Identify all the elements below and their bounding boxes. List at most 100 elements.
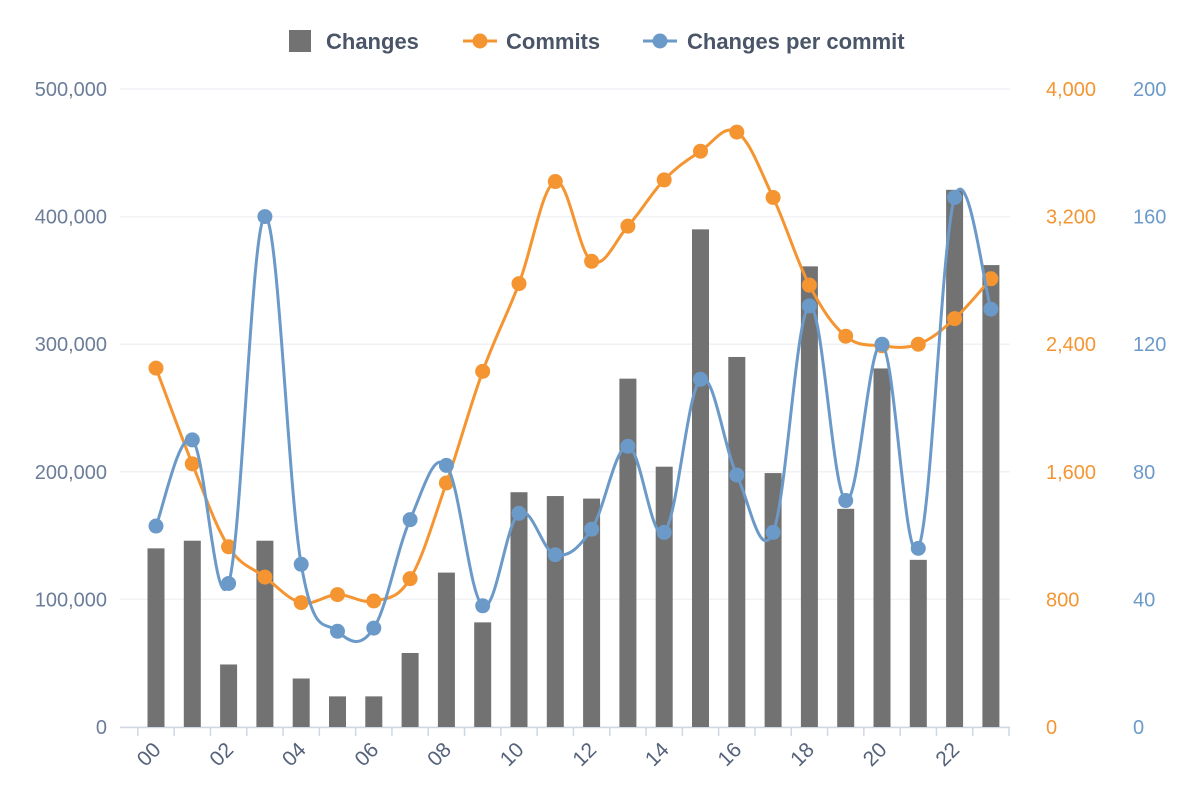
point-commits-23[interactable] <box>983 271 999 287</box>
bar-14[interactable] <box>655 466 673 727</box>
point-changes-per-commit-12[interactable] <box>584 521 600 537</box>
point-commits-00[interactable] <box>148 360 164 376</box>
x-tick-label-06: 06 <box>351 738 384 771</box>
point-changes-per-commit-16[interactable] <box>729 467 745 483</box>
point-commits-14[interactable] <box>656 172 672 188</box>
point-changes-per-commit-00[interactable] <box>148 518 164 534</box>
bar-02[interactable] <box>220 664 238 727</box>
y-tick-left-0: 0 <box>96 717 107 739</box>
y-tick-left-3: 300,000 <box>35 334 107 356</box>
point-changes-per-commit-04[interactable] <box>293 556 309 572</box>
point-commits-19[interactable] <box>838 328 854 344</box>
bar-07[interactable] <box>401 652 419 727</box>
bar-15[interactable] <box>692 229 709 728</box>
legend-marker-changes-per-commit <box>652 33 668 49</box>
point-commits-01[interactable] <box>184 456 200 472</box>
point-commits-06[interactable] <box>366 593 382 609</box>
point-commits-12[interactable] <box>584 253 600 269</box>
point-commits-16[interactable] <box>729 124 745 140</box>
point-commits-07[interactable] <box>402 571 418 587</box>
x-axis <box>120 726 1010 736</box>
legend-item-changes[interactable]: Changes <box>289 29 419 54</box>
bar-12[interactable] <box>583 498 601 727</box>
y-tick-left-2: 200,000 <box>35 462 107 484</box>
bar-18[interactable] <box>800 266 818 727</box>
point-commits-08[interactable] <box>438 475 454 491</box>
y-tick-cpc-3: 120 <box>1133 334 1166 356</box>
bar-19[interactable] <box>837 508 855 727</box>
bar-00[interactable] <box>147 548 165 727</box>
point-changes-per-commit-03[interactable] <box>257 209 273 225</box>
bar-08[interactable] <box>437 572 455 727</box>
point-commits-21[interactable] <box>910 336 926 352</box>
point-changes-per-commit-02[interactable] <box>221 575 237 591</box>
point-commits-10[interactable] <box>511 276 527 292</box>
point-changes-per-commit-07[interactable] <box>402 512 418 528</box>
bar-06[interactable] <box>365 696 383 727</box>
bar-11[interactable] <box>546 496 564 727</box>
point-commits-18[interactable] <box>801 277 817 293</box>
bar-23[interactable] <box>982 265 1000 727</box>
legend-marker-commits <box>472 33 488 49</box>
y-tick-commits-4: 3,200 <box>1046 207 1096 229</box>
x-tick-label-10: 10 <box>496 738 529 771</box>
legend-item-changes-per-commit[interactable]: Changes per commit <box>643 29 905 54</box>
point-changes-per-commit-08[interactable] <box>438 457 454 473</box>
line-changes-per-commit <box>148 187 999 644</box>
bar-03[interactable] <box>256 540 274 727</box>
point-changes-per-commit-22[interactable] <box>947 189 963 205</box>
bar-21[interactable] <box>909 559 927 727</box>
point-commits-09[interactable] <box>475 363 491 379</box>
point-changes-per-commit-18[interactable] <box>801 298 817 314</box>
point-commits-13[interactable] <box>620 218 636 234</box>
point-commits-17[interactable] <box>765 189 781 205</box>
point-commits-22[interactable] <box>947 311 963 327</box>
bar-22[interactable] <box>946 189 964 727</box>
legend-label-changes-per-commit: Changes per commit <box>687 29 905 54</box>
bar-05[interactable] <box>329 696 346 727</box>
point-changes-per-commit-14[interactable] <box>656 524 672 540</box>
y-axis-left: 0 100,000 200,000 300,000 400,000 500,000 <box>35 79 107 739</box>
bar-04[interactable] <box>292 678 310 727</box>
bar-20[interactable] <box>873 368 891 727</box>
point-commits-05[interactable] <box>330 587 345 603</box>
y-tick-commits-1: 800 <box>1046 589 1079 611</box>
point-changes-per-commit-06[interactable] <box>366 620 382 636</box>
y-tick-left-4: 400,000 <box>35 207 107 229</box>
point-commits-15[interactable] <box>693 143 708 159</box>
point-changes-per-commit-11[interactable] <box>547 547 563 563</box>
bars-changes <box>147 189 1000 728</box>
y-tick-cpc-1: 40 <box>1133 589 1155 611</box>
x-tick-label-14: 14 <box>641 738 674 771</box>
x-tick-label-08: 08 <box>423 738 456 771</box>
x-tick-label-18: 18 <box>786 738 819 771</box>
point-changes-per-commit-19[interactable] <box>838 493 854 509</box>
point-commits-03[interactable] <box>257 569 273 585</box>
series-line-changes-per-commit <box>154 187 993 644</box>
point-commits-11[interactable] <box>547 174 563 190</box>
line-commits <box>148 124 999 611</box>
legend-item-commits[interactable]: Commits <box>463 29 600 54</box>
bar-09[interactable] <box>474 622 492 727</box>
bar-16[interactable] <box>728 356 746 727</box>
point-changes-per-commit-23[interactable] <box>983 301 999 317</box>
legend: Changes Commits Changes per commit <box>289 29 905 54</box>
point-commits-02[interactable] <box>221 539 237 555</box>
point-changes-per-commit-13[interactable] <box>620 438 636 454</box>
point-changes-per-commit-17[interactable] <box>765 524 781 540</box>
point-changes-per-commit-09[interactable] <box>475 598 491 614</box>
bar-10[interactable] <box>510 492 528 727</box>
point-changes-per-commit-21[interactable] <box>910 540 926 556</box>
y-tick-cpc-4: 160 <box>1133 207 1166 229</box>
x-tick-label-20: 20 <box>859 738 892 771</box>
point-changes-per-commit-01[interactable] <box>184 432 200 448</box>
bar-13[interactable] <box>619 378 637 727</box>
y-tick-commits-3: 2,400 <box>1046 334 1096 356</box>
point-changes-per-commit-20[interactable] <box>874 336 890 352</box>
y-axis-right-changes-per-commit: 0 40 80 120 160 200 <box>1133 79 1166 739</box>
bar-01[interactable] <box>183 540 201 727</box>
point-changes-per-commit-10[interactable] <box>511 505 527 521</box>
point-changes-per-commit-05[interactable] <box>330 623 345 639</box>
point-changes-per-commit-15[interactable] <box>693 371 708 387</box>
point-commits-04[interactable] <box>293 595 309 611</box>
